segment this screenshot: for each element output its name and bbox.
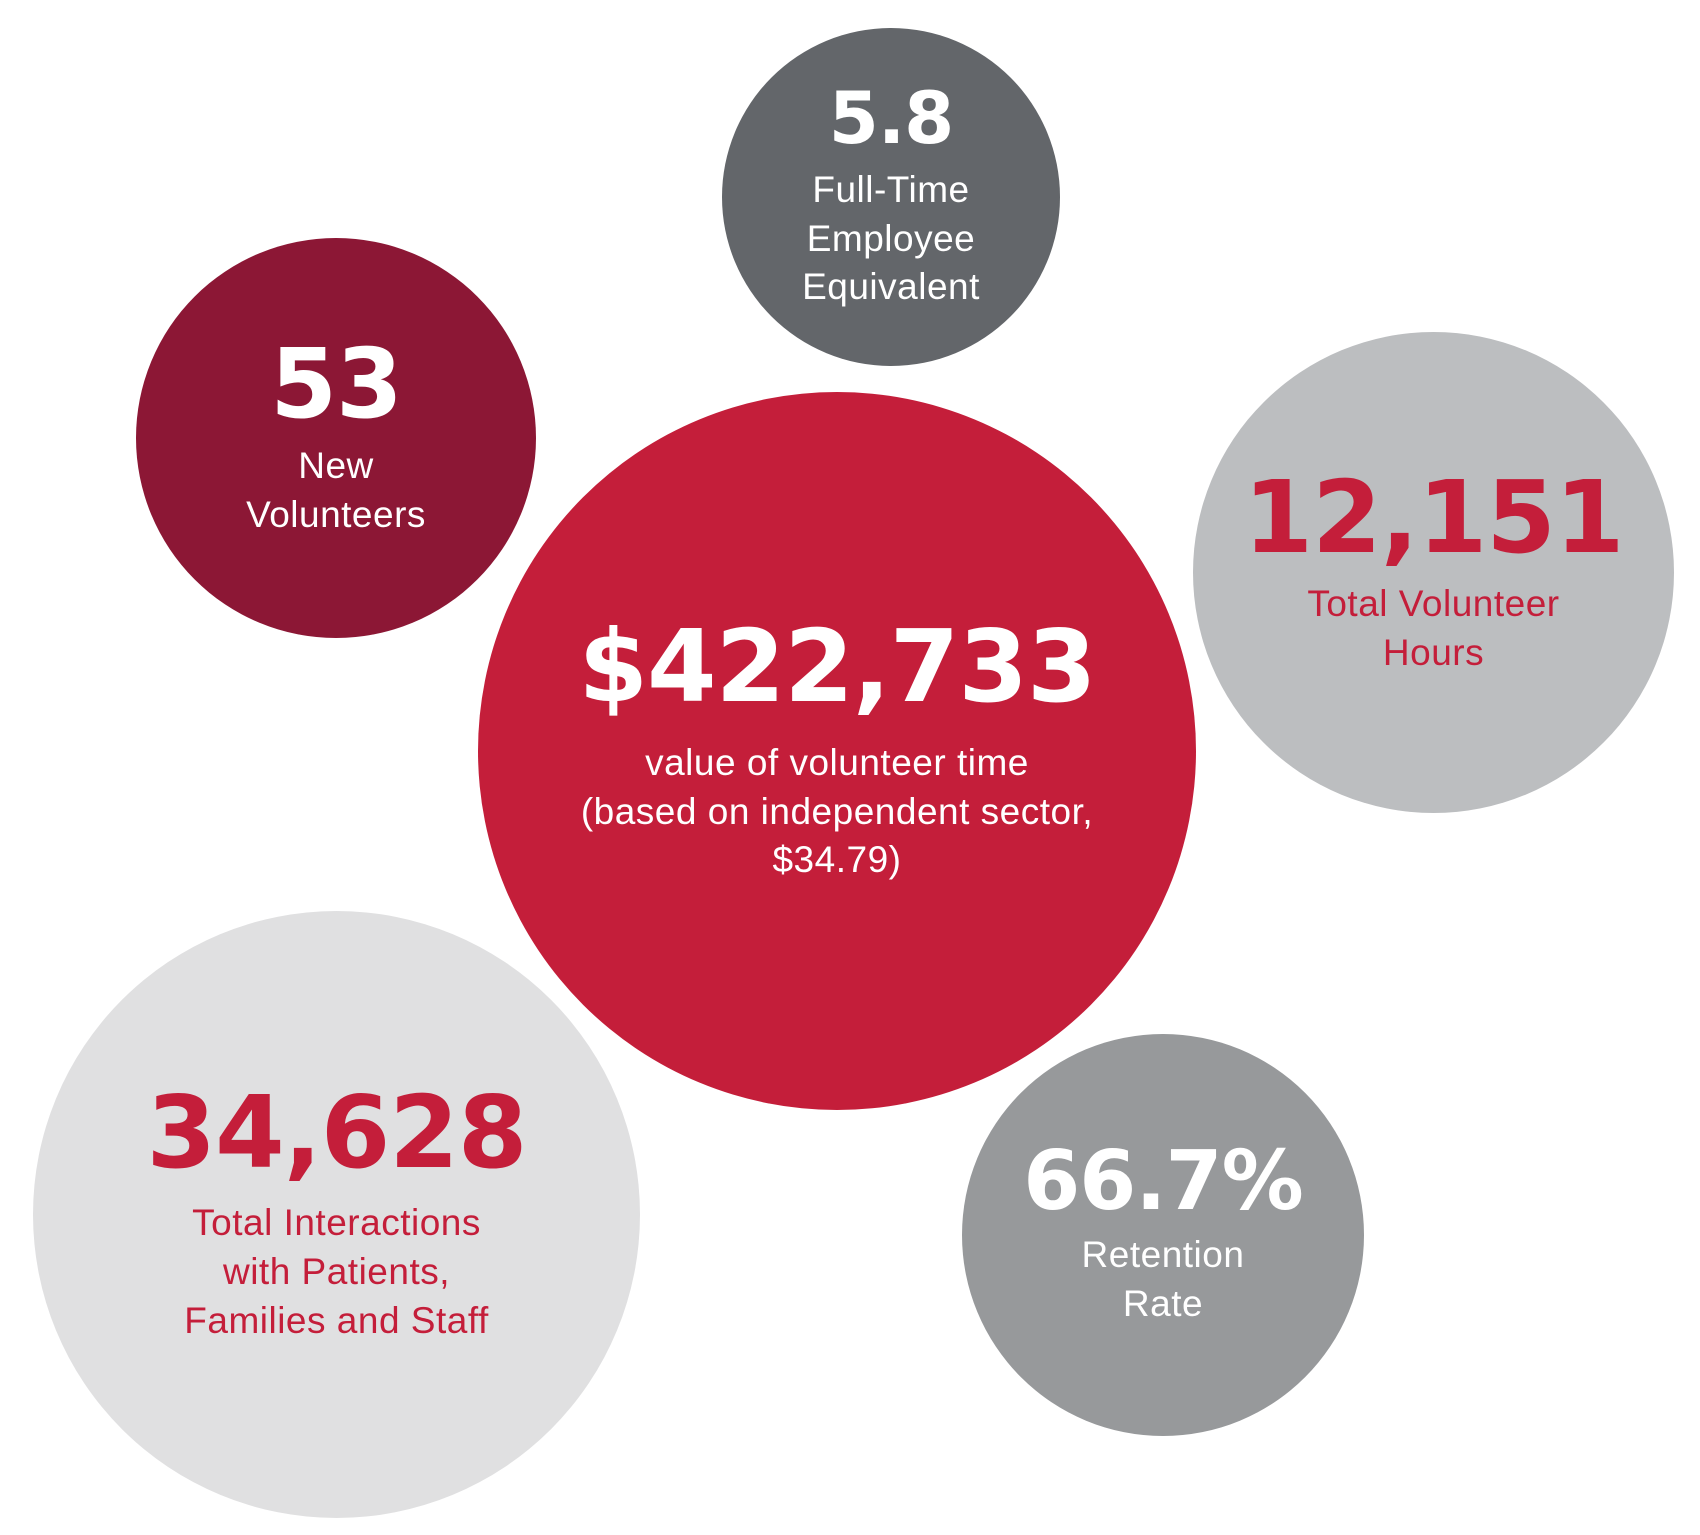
- fte-label: Full-Time Employee Equivalent: [802, 168, 980, 308]
- new-volunteers-value: 53: [270, 328, 403, 441]
- interactions-stat-bubble: 34,628 Total Interactions with Patients,…: [33, 911, 640, 1518]
- interactions-value: 34,628: [146, 1074, 528, 1192]
- fte-stat-bubble: 5.8 Full-Time Employee Equivalent: [722, 28, 1060, 366]
- volunteer-time-label: value of volunteer time (based on indepe…: [580, 741, 1094, 881]
- volunteer-hours-label: Total Volunteer Hours: [1307, 582, 1560, 673]
- new-volunteers-label: New Volunteers: [246, 445, 426, 535]
- retention-label: Retention Rate: [1081, 1234, 1245, 1324]
- interactions-label: Total Interactions with Patients, Famili…: [184, 1202, 489, 1341]
- new-volunteers-stat-bubble: 53 New Volunteers: [136, 238, 536, 638]
- volunteer-hours-stat-bubble: 12,151 Total Volunteer Hours: [1193, 332, 1674, 813]
- volunteer-hours-value: 12,151: [1243, 458, 1625, 576]
- retention-stat-bubble: 66.7% Retention Rate: [962, 1034, 1364, 1436]
- fte-value: 5.8: [828, 75, 955, 160]
- retention-value: 66.7%: [1023, 1134, 1303, 1230]
- volunteer-time-value-stat-bubble: $422,733 value of volunteer time (based …: [478, 392, 1196, 1110]
- volunteer-time-value: $422,733: [578, 607, 1096, 725]
